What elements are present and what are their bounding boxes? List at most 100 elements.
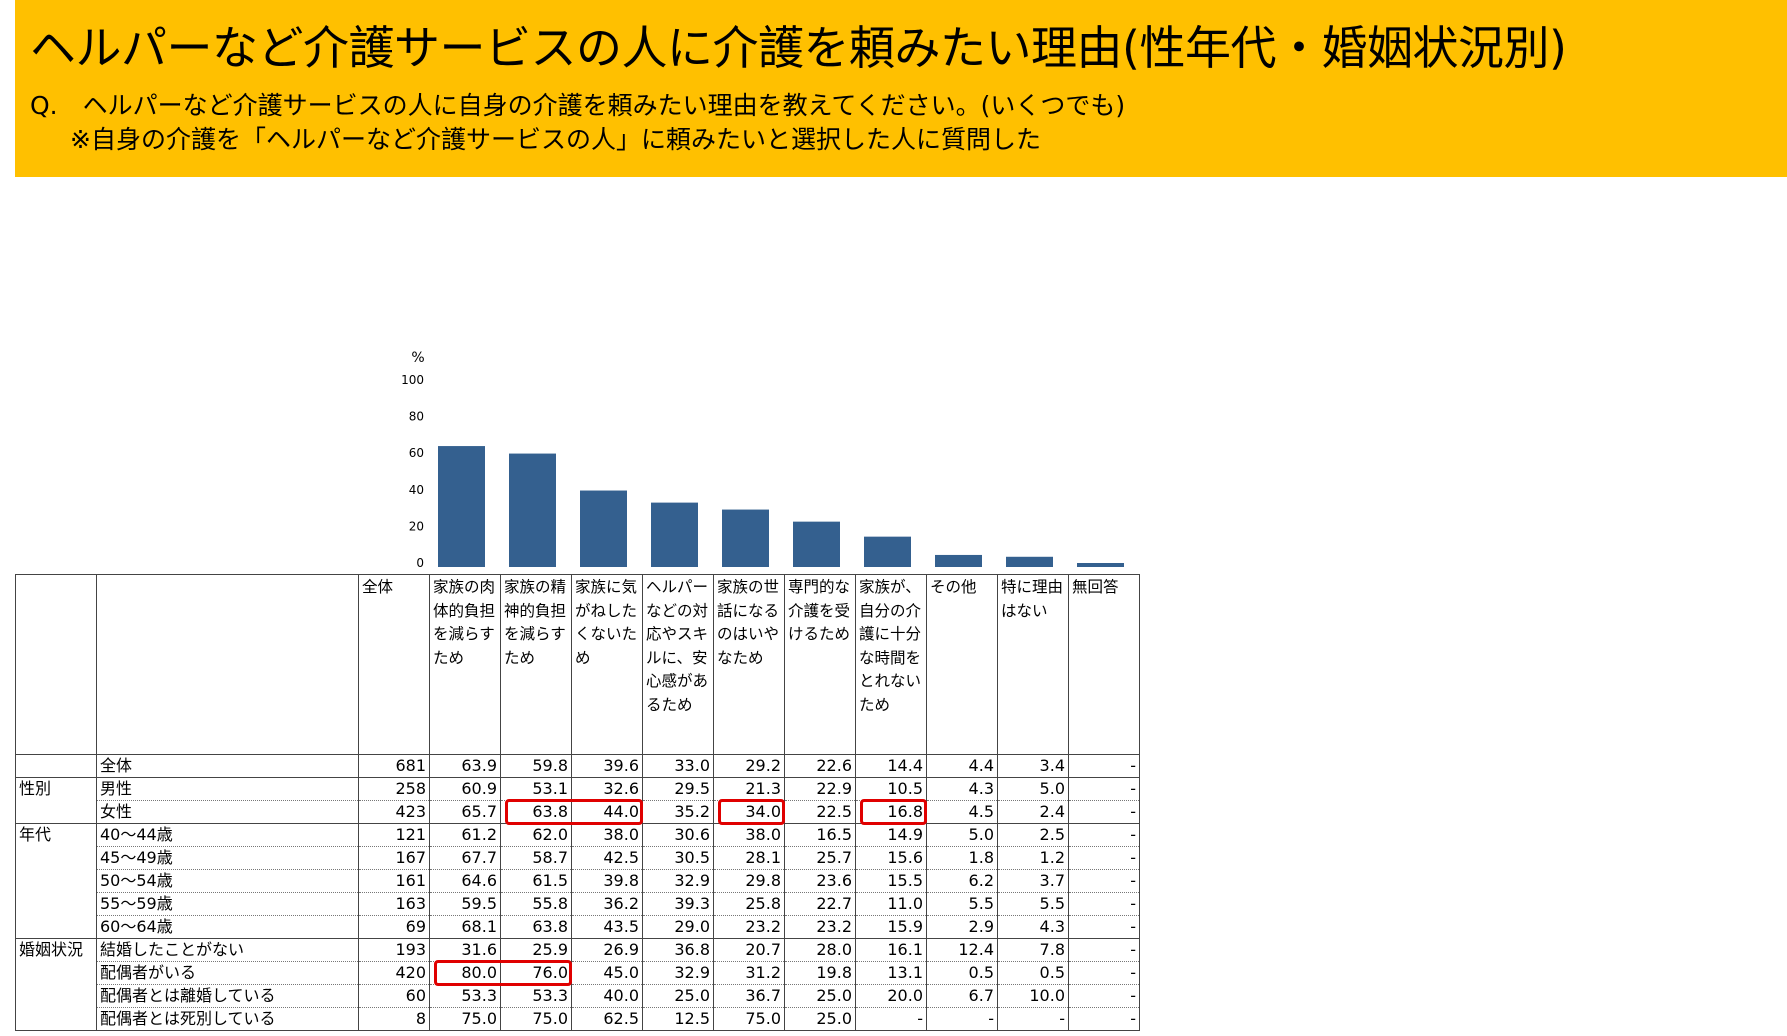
value-cell: 64.6 [429,869,501,893]
data-table: 全体 家族の肉体的負担を減らすため 家族の精神的負担を減らすため 家族に気がねしたくな… [15,574,1140,1031]
value-cell: 39.8 [571,869,643,893]
value-cell: - [1068,938,1140,962]
value-cell: 29.0 [642,915,714,939]
value-cell: 15.6 [855,846,927,870]
bar [580,490,627,567]
value-cell: 33.0 [642,754,714,778]
header-category: 家族の精神的負担を減らすため [500,574,572,755]
value-cell: - [926,1007,998,1031]
value-cell: - [1068,846,1140,870]
table-row: 55～59歳 163 59.5 55.8 36.2 39.3 25.8 22.7 11.0 5.5… [15,892,1140,916]
value-cell: 68.1 [429,915,501,939]
table-header-row: 全体 家族の肉体的負担を減らすため 家族の精神的負担を減らすため 家族に気がねしたくな… [15,574,1140,755]
value-cell: 39.3 [642,892,714,916]
value-cell: - [1068,777,1140,801]
table-row: 全体 681 63.9 59.8 39.6 33.0 29.2 22.6 14.4 4.4 3.4- [15,754,1140,778]
sample-size: 193 [358,938,430,962]
value-cell: 12.5 [642,1007,714,1031]
value-cell: 31.6 [429,938,501,962]
bar [651,502,698,567]
value-cell: 30.6 [642,823,714,847]
value-cell: 6.2 [926,869,998,893]
value-cell: 38.0 [713,823,785,847]
value-cell: 22.5 [784,800,856,824]
value-cell: 2.9 [926,915,998,939]
highlight-box [433,959,572,986]
value-cell: 31.2 [713,961,785,985]
value-cell: 34.0 [713,800,785,824]
value-cell: 63.9 [429,754,501,778]
value-cell: 10.0 [997,984,1069,1008]
y-tick-label: 60 [409,446,424,460]
value-cell: 60.9 [429,777,501,801]
page-title: ヘルパーなど介護サービスの人に介護を頼みたい理由(性年代・婚姻状況別) [30,21,1567,75]
sample-size: 121 [358,823,430,847]
value-cell: 80.0 [429,961,501,985]
value-cell: - [1068,754,1140,778]
y-tick-label: 40 [409,483,424,497]
value-cell: 0.5 [997,961,1069,985]
header-category: ヘルパーなどの対応やスキルに、安心感があるため [642,574,714,755]
value-cell: - [1068,984,1140,1008]
value-cell: 1.2 [997,846,1069,870]
value-cell: 5.0 [926,823,998,847]
value-cell: 15.5 [855,869,927,893]
value-cell: 19.8 [784,961,856,985]
header-category: 家族が、自分の介護に十分な時間をとれないため [855,574,927,755]
bar [1006,556,1053,567]
bar [722,509,769,567]
row-label: 50～54歳 [96,869,359,893]
value-cell: 5.5 [997,892,1069,916]
value-cell: 36.7 [713,984,785,1008]
value-cell: 32.9 [642,869,714,893]
value-cell: 6.7 [926,984,998,1008]
value-cell: 75.0 [713,1007,785,1031]
value-cell: - [1068,823,1140,847]
group-label [15,915,97,939]
sample-size: 60 [358,984,430,1008]
sample-size: 681 [358,754,430,778]
row-label: 男性 [96,777,359,801]
value-cell: 4.3 [926,777,998,801]
value-cell: 44.0 [571,800,643,824]
bar [438,446,485,567]
sample-size: 167 [358,846,430,870]
value-cell: 45.0 [571,961,643,985]
value-cell: 53.3 [429,984,501,1008]
value-cell: 2.4 [997,800,1069,824]
value-cell: 13.1 [855,961,927,985]
value-cell: - [1068,961,1140,985]
value-cell: - [997,1007,1069,1031]
sample-size: 423 [358,800,430,824]
highlight-box [859,798,927,825]
value-cell: - [855,1007,927,1031]
value-cell: 58.7 [500,846,572,870]
group-label [15,984,97,1008]
sample-size: 161 [358,869,430,893]
note-text: ※自身の介護を「ヘルパーなど介護サービスの人」に頼みたいと選択した人に質問した [70,125,1041,154]
table-row: 配偶者とは離婚している 60 53.3 53.3 40.0 25.0 36.7 25.0 20.… [15,984,1140,1008]
value-cell: 3.7 [997,869,1069,893]
header-category: その他 [926,574,998,755]
table-row: 50～54歳 161 64.6 61.5 39.8 32.9 29.8 23.6 15.5 6.2… [15,869,1140,893]
group-label [15,1007,97,1031]
value-cell: 39.6 [571,754,643,778]
header-category: 家族に気がねしたくないため [571,574,643,755]
value-cell: 23.2 [713,915,785,939]
y-tick-label: 80 [409,410,424,424]
bar-chart: % 0 20 40 60 80 100 [401,350,1124,570]
value-cell: 59.8 [500,754,572,778]
table-row: 配偶者がいる 420 80.0 76.0 45.0 32.9 31.2 19.8 13.1 0.5… [15,961,1140,985]
row-label: 配偶者とは離婚している [96,984,359,1008]
value-cell: 16.8 [855,800,927,824]
value-cell: 62.5 [571,1007,643,1031]
value-cell: 63.8 [500,915,572,939]
group-label: 年代 [15,823,97,847]
value-cell: 3.4 [997,754,1069,778]
value-cell: 75.0 [500,1007,572,1031]
header-category: 専門的な介護を受けるため [784,574,856,755]
value-cell: 32.9 [642,961,714,985]
sample-size: 420 [358,961,430,985]
value-cell: 1.8 [926,846,998,870]
value-cell: 38.0 [571,823,643,847]
